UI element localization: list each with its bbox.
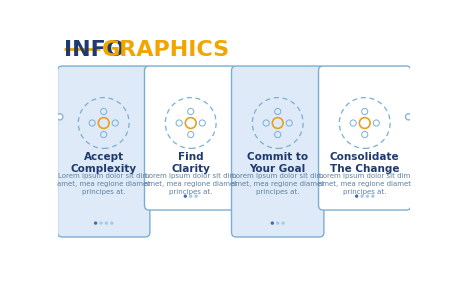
Circle shape [110, 221, 113, 225]
Circle shape [405, 114, 412, 120]
Circle shape [78, 98, 129, 148]
Circle shape [105, 221, 108, 225]
Text: Find
Clarity: Find Clarity [171, 152, 210, 174]
Circle shape [339, 98, 390, 148]
Circle shape [184, 194, 187, 198]
Circle shape [57, 114, 63, 120]
Circle shape [165, 98, 216, 148]
Text: Lorem ipsum dolor sit dim
amet, mea regione diamet
principes at.: Lorem ipsum dolor sit dim amet, mea regi… [318, 173, 411, 195]
FancyBboxPatch shape [319, 66, 411, 210]
Text: Accept
Complexity: Accept Complexity [71, 152, 137, 174]
Text: Commit to
Your Goal: Commit to Your Goal [247, 152, 308, 174]
Text: Lorem ipsum dolor sit dim
amet, mea regione diamet
principes at.: Lorem ipsum dolor sit dim amet, mea regi… [57, 173, 150, 195]
Text: INFO: INFO [64, 40, 125, 60]
Circle shape [94, 221, 97, 225]
Text: Consolidate
The Change: Consolidate The Change [330, 152, 399, 174]
FancyBboxPatch shape [144, 66, 237, 210]
Circle shape [271, 221, 274, 225]
Circle shape [355, 194, 358, 198]
Text: Lorem ipsum dolor sit dim
amet, mea regione diamet
principes at.: Lorem ipsum dolor sit dim amet, mea regi… [144, 173, 237, 195]
FancyBboxPatch shape [232, 66, 324, 237]
Circle shape [276, 221, 279, 225]
Circle shape [366, 194, 369, 198]
Circle shape [189, 194, 192, 198]
Circle shape [282, 221, 285, 225]
FancyBboxPatch shape [58, 66, 150, 237]
Text: GRAPHICS: GRAPHICS [101, 40, 229, 60]
Circle shape [194, 194, 198, 198]
Circle shape [99, 221, 103, 225]
Text: Lorem ipsum dolor sit dim
amet, mea regione diamet
principes at.: Lorem ipsum dolor sit dim amet, mea regi… [231, 173, 324, 195]
Circle shape [360, 194, 364, 198]
Circle shape [252, 98, 303, 148]
Circle shape [371, 194, 374, 198]
